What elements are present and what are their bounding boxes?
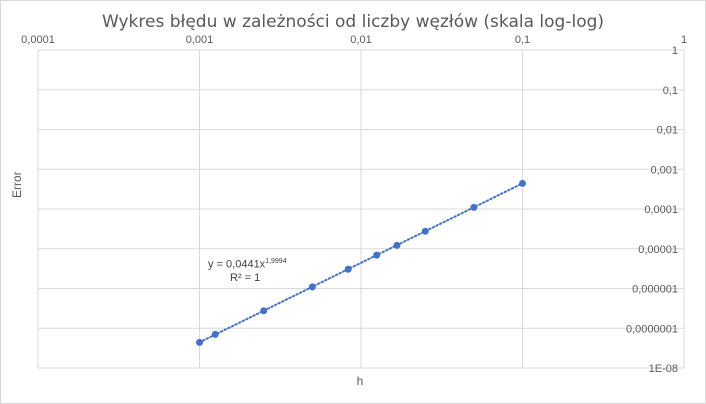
- trendline-equation-base: y = 0,0441x: [208, 258, 266, 271]
- data-point: [196, 338, 203, 346]
- y-tick-label: 0,001: [650, 164, 678, 176]
- y-axis-label: Error: [10, 171, 24, 198]
- x-tick-label: 0,0001: [21, 34, 55, 46]
- x-tick-label: 0,01: [350, 34, 371, 46]
- y-tick-label: 1E-08: [649, 363, 678, 375]
- trendline-equation: y = 0,0441x1,9994: [208, 258, 287, 271]
- data-point: [421, 227, 429, 235]
- y-tick-label: 0,000001: [632, 284, 678, 296]
- y-tick-label: 0,01: [657, 125, 678, 137]
- y-tick-label: 1: [672, 45, 678, 57]
- chart-title: Wykres błędu w zależności od liczby węzł…: [101, 12, 605, 32]
- x-tick-label: 1: [681, 34, 687, 46]
- y-tick-label: 0,0000001: [626, 323, 678, 335]
- trendline-r-squared: R² = 1: [230, 272, 261, 284]
- trendline: [198, 182, 524, 344]
- x-tick-label: 0,1: [515, 34, 530, 46]
- trendline-equation-exponent: 1,9994: [265, 258, 287, 265]
- data-point: [373, 251, 381, 259]
- data-point: [344, 265, 352, 273]
- data-point: [519, 179, 526, 187]
- data-point: [308, 283, 316, 291]
- data-point: [260, 307, 268, 315]
- y-tick-label: 0,0001: [644, 204, 678, 216]
- data-point: [470, 203, 478, 211]
- data-point: [393, 241, 401, 249]
- x-tick-label: 0,001: [186, 34, 214, 46]
- x-axis-label: h: [356, 374, 364, 388]
- y-tick-label: 0,00001: [638, 244, 678, 256]
- data-point: [211, 330, 219, 338]
- y-tick-label: 0,1: [663, 85, 678, 97]
